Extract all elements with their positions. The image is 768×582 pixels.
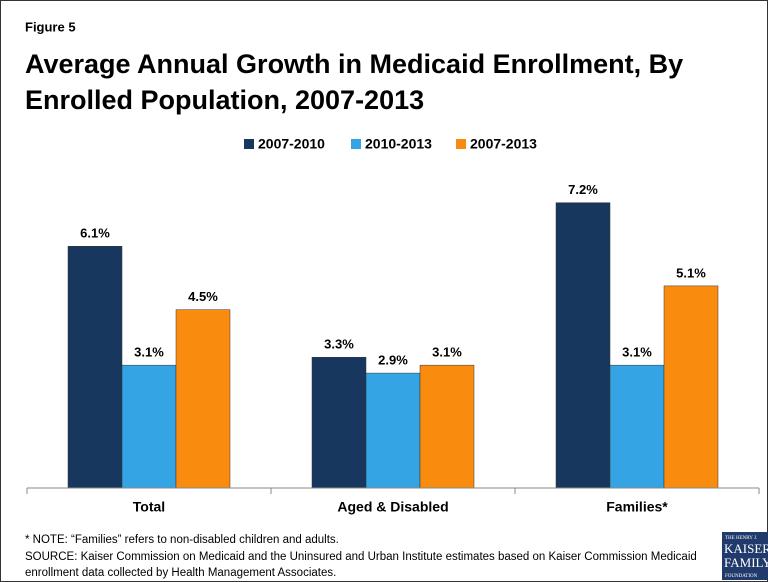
legend-swatch [456,139,466,149]
data-label: 3.1% [622,345,652,360]
data-label: 5.1% [676,265,706,280]
logo: THE HENRY J. KAISER FAMILY FOUNDATION [722,532,768,580]
figure-label: Figure 5 [25,19,76,34]
note: enrollment data collected by Health Mana… [25,567,336,579]
data-label: 3.1% [134,345,164,360]
legend-label: 2007-2010 [258,136,325,152]
bar [663,285,719,489]
bar [419,364,475,489]
logo-background [722,532,768,580]
logo-text: KAISER [724,541,768,556]
bar [311,356,367,489]
x-tick-label: Total [133,499,165,515]
bar [365,372,421,489]
data-label: 3.1% [432,345,462,360]
legend-swatch [351,139,361,149]
chart-title: Average Annual Growth in Medicaid Enroll… [25,49,683,79]
legend-label: 2010-2013 [365,136,432,152]
data-label: 6.1% [80,226,110,241]
bar [67,246,123,489]
x-tick-label: Aged & Disabled [337,499,448,515]
note: SOURCE: Kaiser Commission on Medicaid an… [25,551,697,563]
legend-label: 2007-2013 [470,136,537,152]
data-label: 3.3% [324,337,354,352]
logo-text: FAMILY [724,555,768,570]
data-label: 2.9% [378,353,408,368]
bar [555,202,611,489]
data-label: 7.2% [568,182,598,197]
note: * NOTE: “Families” refers to non-disable… [25,534,339,546]
chart-title: Enrolled Population, 2007-2013 [25,85,424,115]
logo-text: FOUNDATION [725,574,758,579]
bar [609,364,665,489]
data-label: 4.5% [188,289,218,304]
logo-text: THE HENRY J. [725,536,757,541]
x-tick-label: Families* [606,499,668,515]
legend-swatch [244,139,254,149]
bar [121,364,177,489]
bar [175,309,231,489]
